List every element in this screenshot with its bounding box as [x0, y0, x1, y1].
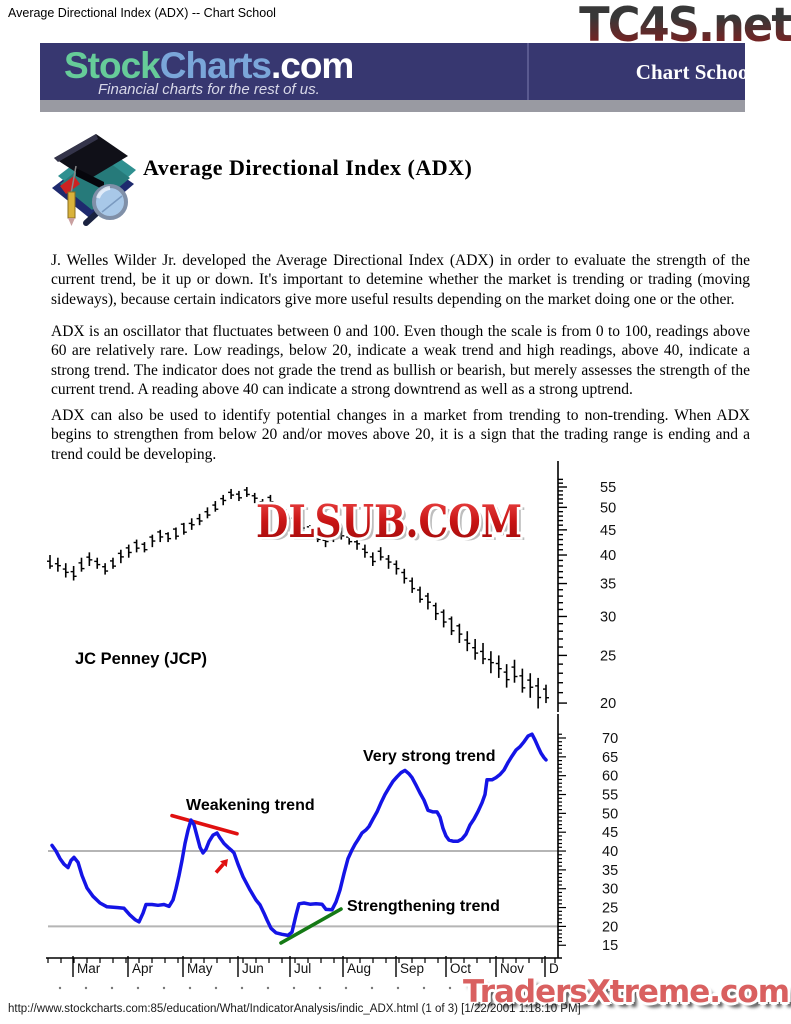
stockcharts-banner: StockCharts.com Financial charts for the…	[40, 43, 754, 100]
svg-text:55: 55	[602, 788, 618, 804]
svg-text:Very strong trend: Very strong trend	[363, 748, 495, 765]
svg-text:40: 40	[602, 844, 618, 860]
paragraph-3: ADX can also be used to identify potenti…	[51, 407, 750, 463]
svg-text:40: 40	[600, 548, 616, 564]
paragraph-2: ADX is an oscillator that fluctuates bet…	[51, 323, 750, 399]
svg-text:25: 25	[600, 648, 616, 664]
paragraph-1: J. Welles Wilder Jr. developed the Avera…	[51, 252, 750, 308]
banner-gray-bar	[40, 100, 745, 112]
svg-text:Jul: Jul	[294, 961, 311, 976]
svg-text:65: 65	[602, 750, 618, 766]
svg-text:30: 30	[600, 609, 616, 625]
svg-text:Oct: Oct	[450, 961, 471, 976]
stock-chart-svg: JC Penney (JCP) 55 50 45 40 35 30 25 20 70 65 60 55 5…	[46, 461, 618, 990]
logo-stock: Stock	[64, 45, 161, 86]
svg-text:70: 70	[602, 731, 618, 747]
svg-text:20: 20	[602, 919, 618, 935]
logo-charts: Charts	[159, 45, 272, 86]
svg-text:DLSUB.COM: DLSUB.COM	[260, 498, 526, 551]
svg-text:Jun: Jun	[242, 961, 264, 976]
svg-text:Apr: Apr	[132, 961, 154, 976]
svg-text:60: 60	[602, 769, 618, 785]
svg-text:Nov: Nov	[500, 961, 524, 976]
logo-dotcom: .com	[270, 45, 354, 86]
svg-text:Sep: Sep	[400, 961, 424, 976]
svg-text:Aug: Aug	[347, 961, 371, 976]
chart-school-label: Chart School	[635, 60, 755, 84]
svg-text:Mar: Mar	[77, 961, 101, 976]
graduation-cap-icon	[44, 126, 138, 233]
svg-text:55: 55	[600, 480, 616, 496]
svg-text:15: 15	[602, 938, 618, 954]
svg-text:35: 35	[602, 863, 618, 879]
svg-text:Weakening trend: Weakening trend	[186, 797, 315, 814]
footer-url: http://www.stockcharts.com:85/education/…	[8, 1003, 581, 1015]
svg-text:Strengthening trend: Strengthening trend	[347, 898, 500, 915]
svg-text:25: 25	[602, 901, 618, 917]
svg-text:50: 50	[600, 500, 616, 516]
svg-text:D: D	[549, 961, 559, 976]
svg-text:35: 35	[600, 577, 616, 593]
banner-tagline: Financial charts for the rest of us.	[98, 81, 320, 98]
stockcharts-logo: StockCharts.com	[64, 45, 354, 87]
svg-text:45: 45	[600, 523, 616, 539]
page-title: Average Directional Index (ADX)	[143, 155, 473, 180]
svg-text:JC Penney (JCP): JC Penney (JCP)	[75, 650, 207, 668]
svg-text:DLSUB.COM: DLSUB.COM	[256, 495, 522, 548]
document-title: Average Directional Index (ADX) -- Chart…	[8, 6, 276, 20]
svg-text:30: 30	[602, 882, 618, 898]
banner-divider	[527, 43, 529, 100]
svg-text:May: May	[187, 961, 213, 976]
price-adx-chart: JC Penney (JCP) 55 50 45 40 35 30 25 20 70 65 60 55 5…	[0, 455, 660, 1000]
svg-text:50: 50	[602, 806, 618, 822]
svg-text:20: 20	[600, 696, 616, 712]
svg-text:45: 45	[602, 825, 618, 841]
tradersxtreme-watermark: TradersXtreme.com	[462, 974, 790, 1010]
